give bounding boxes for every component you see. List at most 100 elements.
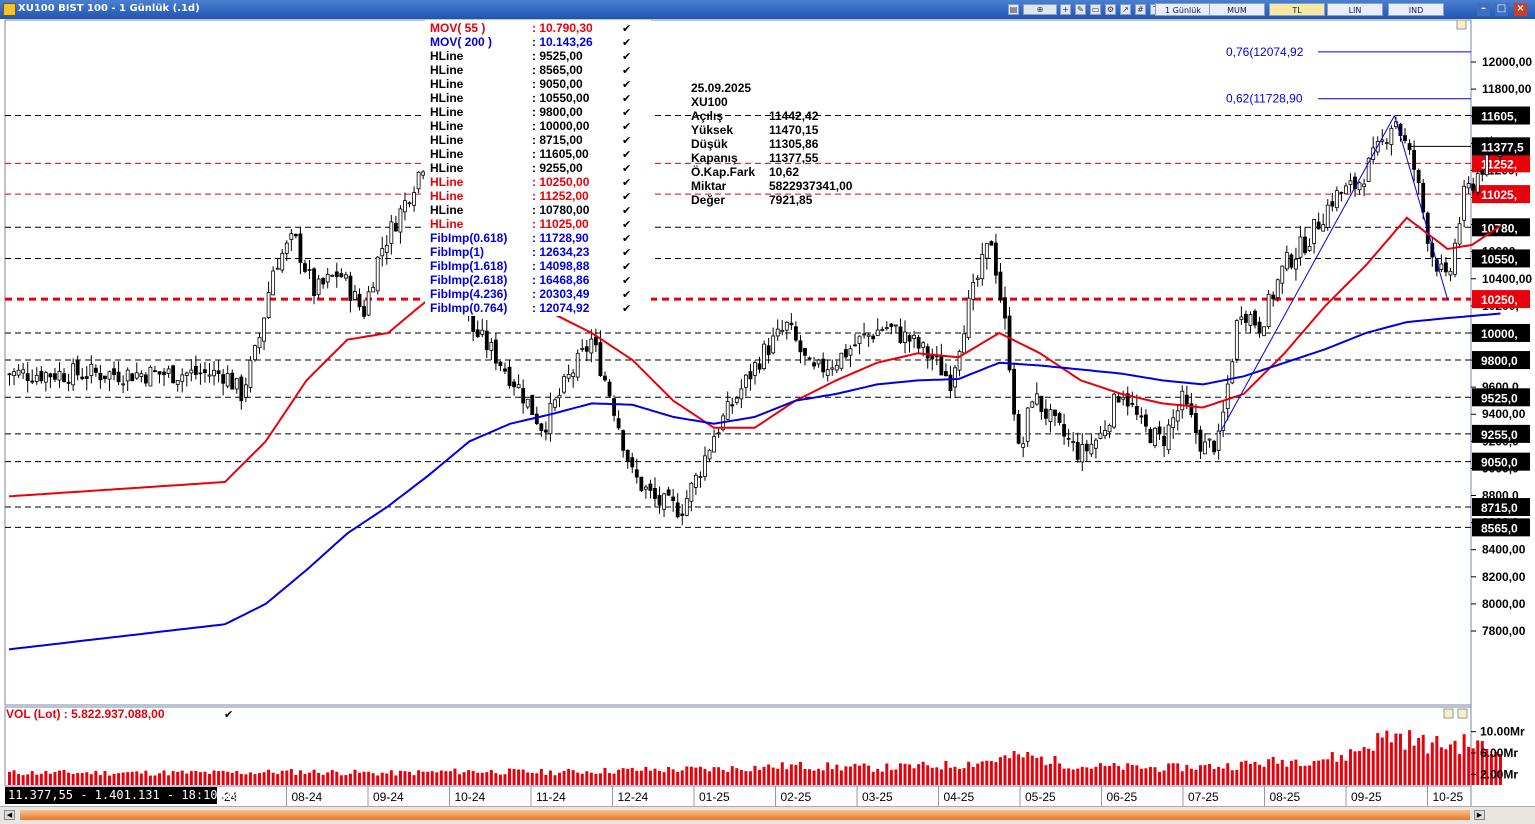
toolbar-button-tl[interactable]: TL [1269, 3, 1325, 16]
candle-body [784, 321, 789, 331]
x-tick-label: 06-25 [1107, 790, 1138, 804]
volume-bar [139, 773, 143, 785]
candle-body [1021, 443, 1026, 448]
volume-bar [671, 769, 675, 785]
candle-body [1412, 149, 1417, 170]
candle-body [789, 322, 794, 326]
volume-bar [1412, 745, 1416, 785]
volume-bar [967, 761, 971, 785]
time-scrollbar[interactable]: ◀ ▶ [0, 806, 1535, 824]
hline-badge [1472, 388, 1530, 407]
toolbar-button-lin[interactable]: LIN [1327, 3, 1383, 16]
hline-badge [1472, 323, 1530, 342]
volume-bar [598, 773, 602, 785]
legend-value: : 9255,00 [532, 161, 583, 175]
candle-body [348, 275, 353, 301]
eraser-icon[interactable]: ▭ [1090, 4, 1101, 15]
arrow-icon[interactable]: ↗ [1120, 4, 1131, 15]
candle-body [1244, 313, 1248, 323]
volume-bar [276, 774, 280, 785]
candle-body [1471, 183, 1476, 191]
candle-body [1125, 393, 1130, 407]
volume-bar [439, 770, 443, 785]
volume-bar [1208, 763, 1212, 785]
volume-bar [244, 774, 248, 785]
scroll-right-icon[interactable]: ▶ [1474, 810, 1485, 820]
volume-bar [1217, 766, 1221, 785]
trendline [1218, 115, 1395, 435]
candle-body [580, 347, 585, 350]
candle-body [616, 418, 621, 429]
volume-bar [903, 763, 907, 785]
toolbar-button-mum[interactable]: MUM [1209, 3, 1265, 16]
volume-bar [1108, 765, 1112, 785]
volume-bar [744, 771, 748, 785]
volume-bar [108, 775, 112, 785]
candle-body [30, 380, 35, 383]
crosshair-icon[interactable]: + [1060, 4, 1071, 15]
volume-bar [1380, 737, 1384, 785]
candle-body [1162, 435, 1166, 447]
volume-bar [1462, 734, 1466, 785]
volume-bar [1062, 768, 1066, 785]
settings-icon[interactable]: ⚙ [1105, 4, 1116, 15]
volume-bar [753, 765, 757, 785]
legend-name: HLine [430, 49, 464, 63]
candle-body [543, 429, 548, 433]
legend-value: : 10.790,30 [532, 21, 593, 35]
candle-body [98, 372, 103, 381]
zoom-icon[interactable]: ⊕ [1023, 4, 1057, 15]
pencil-icon[interactable]: ✎ [1075, 4, 1086, 15]
volume-bar [1030, 755, 1034, 785]
scroll-left-icon[interactable]: ◀ [4, 810, 15, 820]
candle-body [221, 374, 226, 384]
volume-bar [153, 775, 157, 785]
candle-body [648, 483, 653, 491]
volume-bar [1376, 733, 1380, 785]
toolbar-button-ind[interactable]: IND [1388, 3, 1444, 16]
candle-body [357, 293, 362, 308]
candle-body [621, 430, 626, 451]
candle-body [1134, 406, 1139, 415]
candle-body [1053, 409, 1057, 416]
candle-body [57, 370, 62, 381]
candle-body [1307, 245, 1312, 251]
candle-body [557, 394, 562, 399]
candle-body [1044, 408, 1048, 419]
candle-body [534, 413, 539, 425]
minimize-icon[interactable]: – [1477, 3, 1490, 16]
legend-value: : 16468,86 [532, 273, 590, 287]
volume-bar [748, 771, 752, 785]
candle-body [898, 326, 903, 343]
volume-bar [30, 771, 34, 785]
volume-bar [826, 762, 830, 785]
volume-bar [1389, 742, 1393, 785]
grid-icon[interactable]: # [1135, 4, 1146, 15]
y-tick-label: 10400,00 [1482, 272, 1532, 286]
volume-bar [694, 767, 698, 785]
volume-bar [526, 772, 530, 785]
candle-body [866, 334, 871, 337]
candle-body [662, 493, 666, 510]
scroll-thumb[interactable] [20, 810, 1470, 820]
candle-body [853, 344, 857, 347]
volume-bar [1485, 748, 1489, 785]
volume-bar [1130, 764, 1134, 785]
volume-bar [876, 768, 880, 785]
price-chart[interactable]: 7800,008000,008200,008400,008600,08800,0… [0, 0, 1535, 806]
volume-bar [130, 771, 134, 785]
info-value: 11377,55 [769, 151, 819, 165]
volume-bar [1467, 746, 1471, 785]
candle-body [1384, 142, 1389, 145]
candle-body [743, 374, 748, 388]
close-icon[interactable]: × [1514, 3, 1527, 16]
volume-bar [162, 770, 166, 785]
candle-body [1144, 414, 1148, 427]
chart-icon[interactable]: ▤ [1008, 4, 1019, 15]
maximize-icon[interactable]: □ [1495, 3, 1508, 16]
volume-bar [689, 766, 693, 785]
volume-bar [608, 773, 612, 785]
volume-bar [776, 768, 780, 785]
volume-bar [398, 770, 402, 785]
candle-body [280, 252, 285, 271]
